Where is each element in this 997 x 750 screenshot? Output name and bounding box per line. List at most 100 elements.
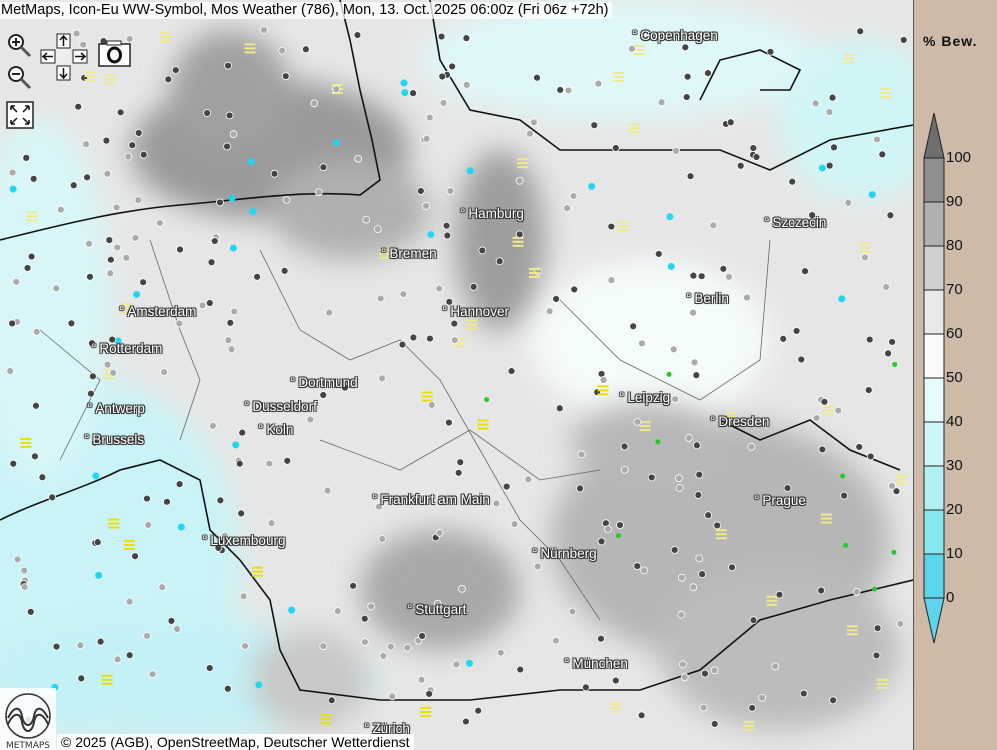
cloud-symbol [160, 368, 169, 377]
cloud-symbol [332, 85, 341, 94]
cloud-symbol [570, 285, 579, 294]
cloud-symbol [690, 358, 699, 367]
cloud-symbol [103, 360, 112, 369]
cloud-symbol [238, 428, 247, 437]
cloud-symbol [175, 319, 184, 328]
clear-symbol [427, 230, 435, 238]
cloud-symbol [164, 75, 173, 84]
cloud-symbol [577, 450, 586, 459]
coastlines [0, 0, 913, 701]
cloud-symbol [267, 519, 276, 528]
legend-swatch [923, 201, 945, 247]
cloud-symbol [360, 614, 369, 623]
cloud-symbol [657, 98, 666, 107]
cloud-symbol [210, 237, 219, 245]
cloud-symbol [564, 86, 573, 95]
cloud-symbol [461, 717, 470, 726]
cloud-symbol [689, 271, 698, 280]
cloud-symbol [278, 46, 287, 55]
cloud-symbol [163, 497, 171, 506]
cloud-symbol [403, 643, 412, 652]
cloud-symbol [216, 496, 225, 505]
cloud-symbol [633, 418, 642, 426]
cloud-symbol [52, 642, 61, 651]
cloud-symbol [207, 258, 216, 267]
cloud-symbol [83, 173, 91, 182]
cloud-symbol [354, 154, 363, 163]
fullscreen-icon [6, 101, 34, 129]
cloud-symbol [93, 538, 102, 547]
cloud-symbol [594, 79, 603, 88]
cloud-symbol [422, 202, 430, 210]
fog-symbol [639, 421, 651, 432]
cloud-symbol [469, 282, 478, 291]
cloud-symbol [378, 535, 387, 543]
city-label: Leipzig [619, 390, 670, 405]
cloud-symbol [102, 136, 111, 145]
cloud-symbol [223, 684, 232, 693]
legend-label: 70 [946, 281, 963, 298]
cloud-symbol [426, 334, 434, 343]
cloud-symbol [237, 509, 246, 518]
cloud-symbol [301, 45, 310, 54]
cloud-symbol [446, 187, 455, 195]
clear-symbol [228, 194, 236, 202]
cloud-symbol [728, 563, 736, 572]
clear-symbol [247, 158, 255, 166]
cloud-symbol [314, 188, 323, 197]
cloud-symbol [704, 69, 712, 78]
cloud-symbol [425, 689, 434, 698]
cloud-symbol [758, 693, 766, 702]
cloud-symbol [866, 452, 875, 461]
cloud-symbol [495, 257, 504, 266]
cloud-symbol [462, 80, 471, 89]
cloud-symbol [698, 570, 707, 579]
cloud-symbol [670, 546, 679, 554]
cloud-symbol [748, 703, 757, 712]
cloud-symbol [779, 334, 788, 343]
legend-arrow-top [923, 112, 945, 159]
cloud-symbol [828, 93, 837, 102]
cloud-symbol [205, 299, 214, 307]
cloud-symbol [725, 273, 733, 281]
region-borders [39, 239, 771, 621]
cloud-symbol [225, 111, 234, 120]
cloud-symbol [205, 664, 214, 673]
fog-symbol [743, 720, 755, 731]
cloud-symbol [31, 452, 39, 461]
cloud-symbol [22, 153, 31, 162]
cloud-symbol [9, 459, 18, 468]
city-label: Dusseldorf [244, 399, 317, 414]
cloud-symbol [379, 651, 388, 660]
cloud-symbol [422, 134, 431, 143]
cloud-symbol [563, 204, 571, 213]
city-label: München [564, 656, 628, 671]
camera-icon [98, 40, 131, 67]
cloud-symbol [749, 616, 758, 625]
cloud-symbol [325, 308, 334, 317]
cloud-symbol [478, 246, 487, 255]
cloud-symbol [158, 583, 167, 592]
cloud-symbol [26, 607, 35, 616]
cloud-symbol [526, 129, 534, 138]
cloud-symbol [840, 491, 849, 500]
clear-symbol [868, 191, 876, 199]
clear-symbol [666, 213, 674, 221]
cloud-symbol [105, 236, 114, 245]
cloud-symbol [607, 276, 616, 285]
cloud-symbol [788, 177, 797, 186]
clear-symbol [229, 244, 237, 252]
clear-symbol [401, 89, 409, 97]
cloud-symbol [79, 40, 88, 49]
cloud-symbol [797, 355, 806, 364]
cloud-symbol [620, 465, 629, 474]
cloud-symbol [695, 554, 704, 563]
fog-symbol [859, 242, 871, 253]
legend-label: 40 [946, 413, 963, 430]
clear-symbol [92, 472, 100, 480]
map-title: MetMaps, Icon-Eu WW-Symbol, Mos Weather … [0, 2, 612, 19]
cloud-symbol [125, 651, 134, 660]
cloud-symbol [270, 169, 279, 178]
weather-map[interactable]: MetMaps, Icon-Eu WW-Symbol, Mos Weather … [0, 0, 913, 750]
cloud-symbol [515, 176, 524, 185]
